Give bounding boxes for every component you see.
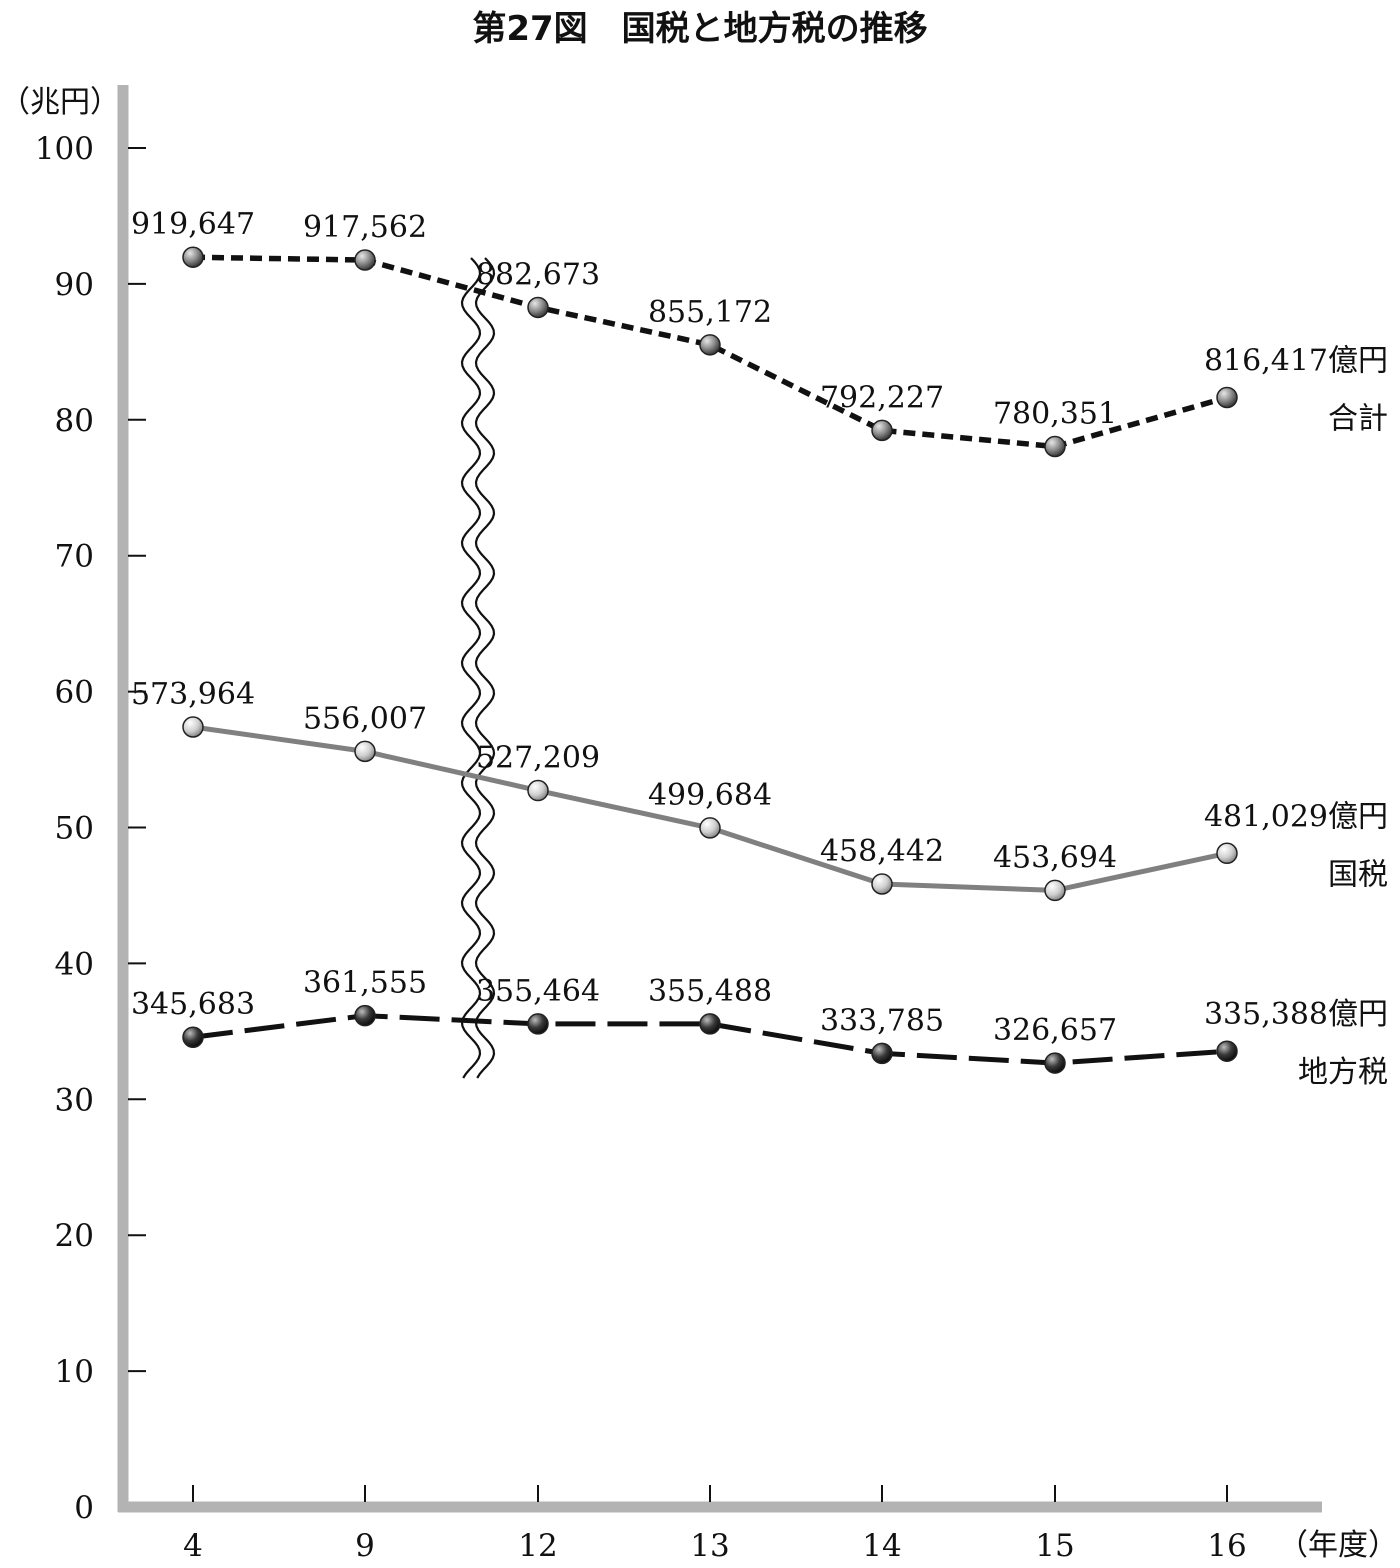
data-label: 919,647 bbox=[131, 207, 255, 242]
data-label: 573,964 bbox=[131, 677, 255, 712]
y-tick-label: 100 bbox=[35, 131, 94, 167]
data-label: 816,417億円 bbox=[1204, 343, 1388, 378]
data-point bbox=[699, 817, 721, 839]
data-label: 458,442 bbox=[820, 834, 944, 869]
data-label: 481,029億円 bbox=[1204, 799, 1388, 834]
data-label: 917,562 bbox=[303, 210, 427, 245]
data-point bbox=[527, 779, 549, 802]
chart-title: 第27図 国税と地方税の推移 bbox=[472, 9, 927, 49]
data-label: 361,555 bbox=[303, 966, 427, 1001]
data-point bbox=[1044, 1052, 1066, 1074]
series-name-label: 国税 bbox=[1328, 857, 1388, 892]
data-label: 355,488 bbox=[648, 974, 772, 1009]
data-label: 855,172 bbox=[648, 295, 772, 330]
x-tick-label: 14 bbox=[862, 1528, 901, 1564]
data-point bbox=[871, 1042, 893, 1065]
data-labels: 919,647 917,562 882,673 855,172 792,227 780,3… bbox=[131, 207, 1388, 1048]
data-point bbox=[1216, 386, 1238, 409]
data-label: 355,464 bbox=[476, 974, 600, 1009]
data-label: 335,388億円 bbox=[1204, 997, 1388, 1032]
data-label: 882,673 bbox=[476, 257, 600, 292]
y-tick-label: 40 bbox=[55, 946, 94, 982]
data-point bbox=[182, 1026, 204, 1048]
x-tick-label: 16 bbox=[1207, 1528, 1246, 1564]
data-label: 792,227 bbox=[820, 380, 944, 415]
data-label: 527,209 bbox=[476, 741, 600, 776]
data-label: 499,684 bbox=[648, 778, 772, 813]
y-tick-label: 50 bbox=[55, 811, 94, 847]
x-tick-label: 4 bbox=[183, 1528, 203, 1564]
series-markers bbox=[182, 246, 1238, 1074]
axes bbox=[117, 85, 1322, 1513]
data-label: 556,007 bbox=[303, 701, 427, 736]
data-point bbox=[182, 716, 204, 738]
y-tick-label: 20 bbox=[55, 1218, 94, 1254]
data-point bbox=[699, 1013, 721, 1035]
data-point bbox=[1216, 1040, 1238, 1062]
data-point bbox=[527, 1013, 549, 1035]
y-tick-label: 30 bbox=[55, 1082, 94, 1118]
y-tick-label: 70 bbox=[55, 539, 94, 575]
data-label: 333,785 bbox=[820, 1003, 944, 1038]
y-tick-label: 90 bbox=[55, 267, 94, 303]
series-name-label: 地方税 bbox=[1298, 1055, 1388, 1090]
data-label: 326,657 bbox=[993, 1013, 1117, 1048]
series-name-label: 合計 bbox=[1328, 401, 1388, 436]
data-point bbox=[871, 419, 893, 442]
data-point bbox=[1044, 879, 1066, 902]
data-point bbox=[871, 873, 893, 895]
data-point bbox=[354, 249, 376, 271]
data-point bbox=[1044, 435, 1066, 458]
y-axis-unit-label: （兆円） bbox=[0, 85, 120, 120]
series-lines bbox=[192, 254, 1228, 1066]
x-axis-unit-label: （年度） bbox=[1278, 1528, 1398, 1563]
x-axis-ticks: 4 9 12 13 14 15 16 bbox=[183, 1485, 1247, 1564]
y-tick-label: 80 bbox=[55, 403, 94, 439]
x-tick-label: 12 bbox=[518, 1528, 557, 1564]
y-axis-ticks: 0 10 20 30 40 50 60 70 80 90 100 bbox=[35, 131, 146, 1526]
axis-break-line bbox=[474, 257, 496, 1079]
x-tick-label: 9 bbox=[355, 1528, 375, 1564]
data-point bbox=[182, 246, 204, 268]
x-tick-label: 15 bbox=[1035, 1528, 1074, 1564]
data-label: 780,351 bbox=[993, 397, 1117, 432]
data-label: 345,683 bbox=[131, 987, 255, 1022]
y-tick-label: 60 bbox=[55, 675, 94, 711]
data-point bbox=[354, 740, 376, 763]
y-tick-label: 0 bbox=[74, 1490, 94, 1526]
x-tick-label: 13 bbox=[690, 1528, 729, 1564]
data-point bbox=[354, 1004, 376, 1027]
y-tick-label: 10 bbox=[55, 1354, 94, 1390]
data-label: 453,694 bbox=[993, 840, 1117, 875]
axis-break-symbol bbox=[460, 257, 496, 1079]
data-point bbox=[527, 296, 549, 319]
data-point bbox=[699, 334, 721, 356]
axis-break-line bbox=[460, 257, 482, 1079]
data-point bbox=[1216, 842, 1238, 865]
